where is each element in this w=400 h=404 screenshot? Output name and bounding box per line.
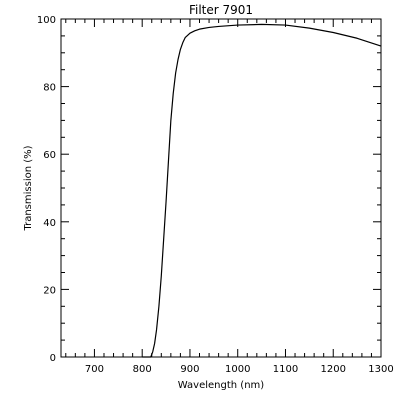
- y-tick-label: 0: [50, 353, 56, 364]
- chart-title: Filter 7901: [189, 3, 253, 17]
- x-tick-label: 1100: [273, 364, 298, 375]
- plot-layer: [142, 23, 382, 358]
- y-tick-label: 20: [43, 285, 56, 296]
- y-tick-label: 100: [37, 15, 56, 26]
- y-tick-label: 80: [43, 83, 56, 94]
- x-tick-label: 900: [180, 364, 199, 375]
- x-axis-label: Wavelength (nm): [178, 380, 264, 391]
- x-tick-label: 800: [133, 364, 152, 375]
- series-line-0: [142, 23, 382, 358]
- x-tick-label: 700: [85, 364, 104, 375]
- y-tick-label: 40: [43, 218, 56, 229]
- x-tick-label: 1300: [368, 364, 393, 375]
- y-axis-label: Transmission (%): [23, 145, 34, 231]
- y-tick-label: 60: [43, 150, 56, 161]
- x-tick-label: 1000: [225, 364, 250, 375]
- x-tick-label: 1200: [321, 364, 346, 375]
